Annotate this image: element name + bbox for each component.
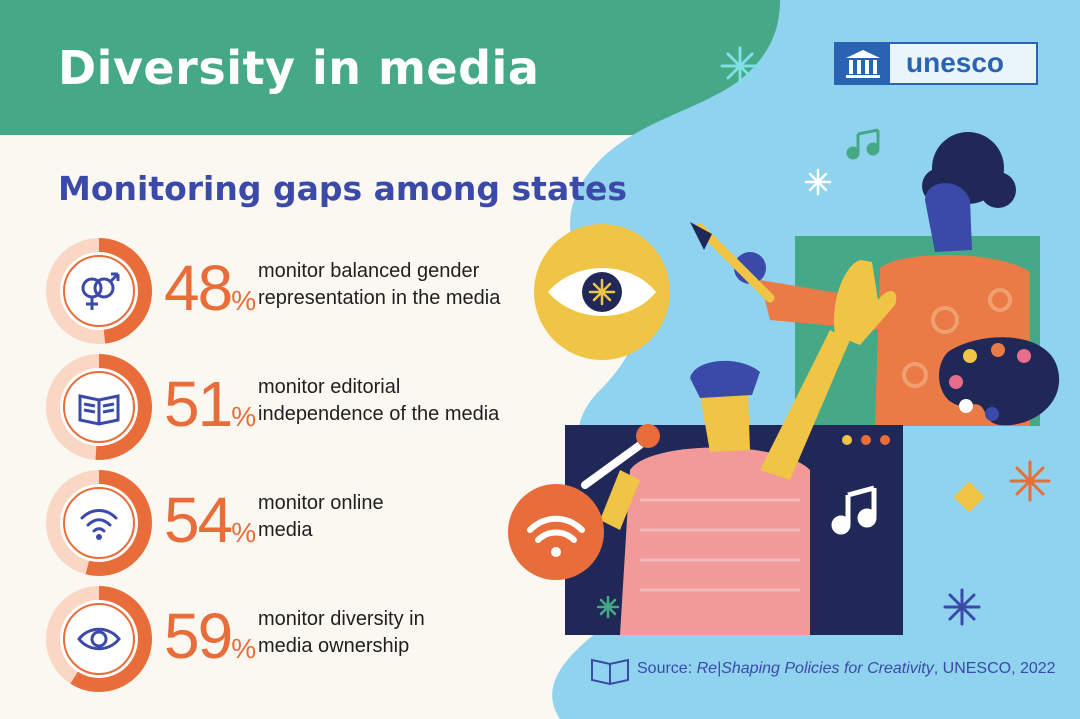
percentage-ring xyxy=(46,586,152,692)
unesco-logo: unesco xyxy=(834,42,1038,85)
ring-inner-outline xyxy=(63,371,135,443)
stat-row: 59% monitor diversity in media ownership xyxy=(40,586,560,692)
eye-illustration xyxy=(534,224,670,360)
wifi-illustration xyxy=(508,484,604,580)
ring-progress xyxy=(46,470,152,576)
source-title: Re|Shaping Policies for Creativity xyxy=(696,660,934,677)
ring-inner-outline xyxy=(63,255,135,327)
stat-percentage: 48% xyxy=(164,252,257,324)
unesco-wordmark: unesco xyxy=(906,47,1005,78)
stat-row: 51% monitor editorial independence of the… xyxy=(40,354,560,460)
source-citation: Source: Re|Shaping Policies for Creativi… xyxy=(637,660,1056,677)
ring-progress xyxy=(46,238,152,344)
stat-description: monitor online media xyxy=(258,492,384,541)
ring-inner-outline xyxy=(63,487,135,559)
open-book-icon xyxy=(591,658,629,686)
sparkle-icon xyxy=(804,168,832,196)
page-title: Diversity in media xyxy=(58,41,540,95)
sparkle-icon xyxy=(943,588,981,626)
stat-description: monitor balanced gender representation in… xyxy=(258,260,501,309)
ring-inner-outline xyxy=(63,603,135,675)
ring-progress xyxy=(46,354,152,460)
diamond-shape xyxy=(953,481,985,513)
music-note-icon xyxy=(846,128,880,160)
ring-progress xyxy=(46,586,152,692)
temple-icon xyxy=(836,44,890,83)
sparkle-icon xyxy=(596,595,620,619)
stat-description: monitor editorial independence of the med… xyxy=(258,376,500,425)
stat-row: 54% monitor online media xyxy=(40,470,560,576)
paint-palette-icon xyxy=(939,337,1060,426)
singer-figure xyxy=(581,260,897,635)
stat-description: monitor diversity in media ownership xyxy=(258,608,425,657)
percentage-ring xyxy=(46,470,152,576)
stat-row: 48% monitor balanced gender representatio… xyxy=(40,238,560,344)
stat-percentage: 54% xyxy=(164,484,257,556)
stat-percentage: 59% xyxy=(164,600,257,672)
music-note-icon xyxy=(831,485,877,535)
sparkle-icon xyxy=(720,46,760,86)
section-subtitle: Monitoring gaps among states xyxy=(58,169,628,208)
sparkle-icon xyxy=(1009,460,1051,502)
stat-percentage: 51% xyxy=(164,368,257,440)
